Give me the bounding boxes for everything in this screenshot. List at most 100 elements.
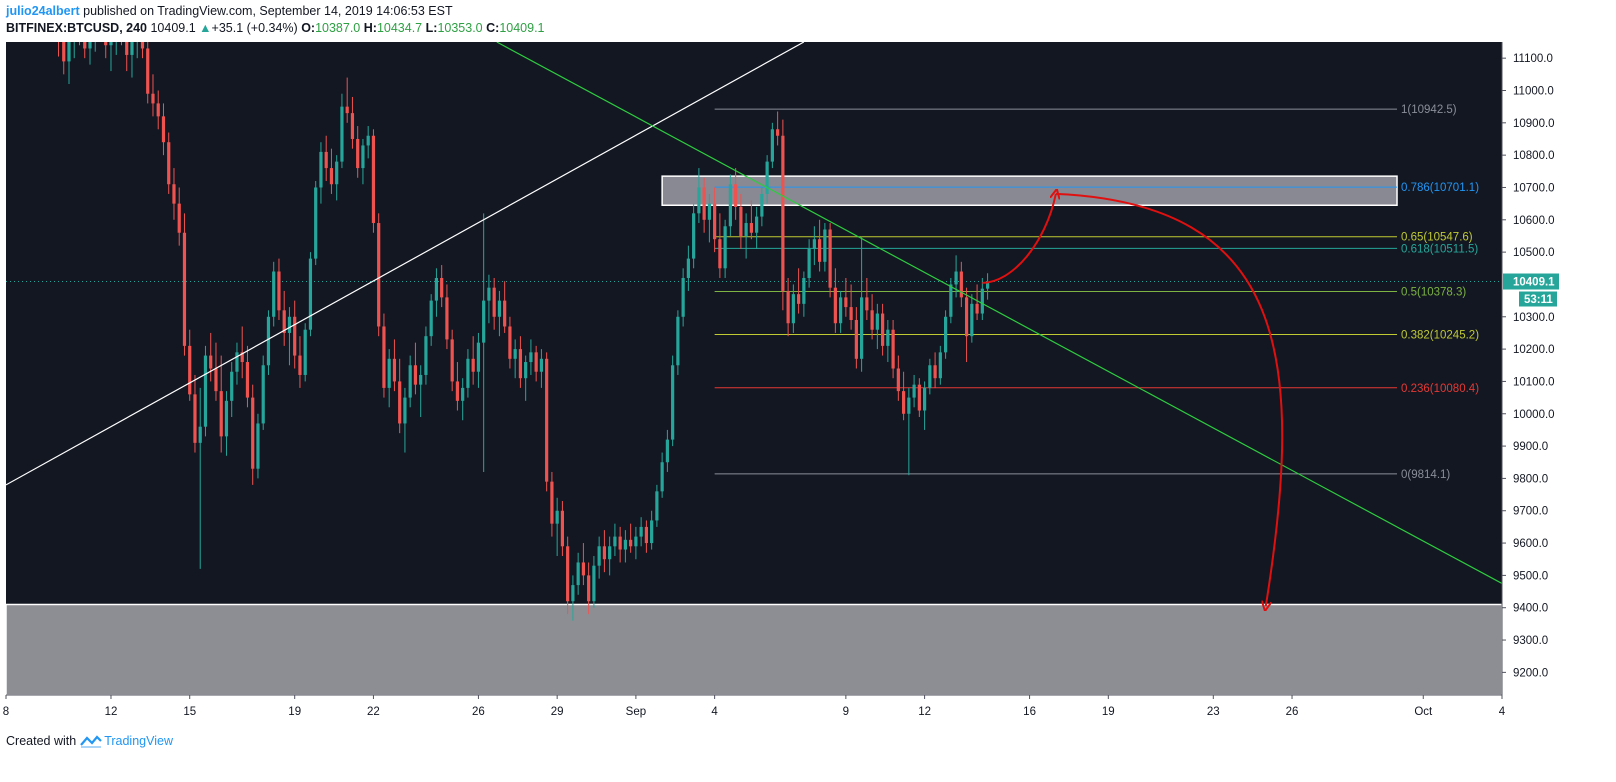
price-tick-label: 10200.0 (1513, 344, 1555, 356)
candle-body (293, 316, 297, 356)
high-value: 10434.7 (376, 21, 423, 35)
candle-body (188, 345, 192, 395)
candle-body (933, 365, 937, 379)
countdown-label: 53:11 (1524, 294, 1553, 306)
descending-green-trendline[interactable] (496, 42, 1502, 585)
candle-body (398, 381, 402, 424)
time-tick-label: 12 (918, 706, 931, 718)
candle-body (224, 400, 229, 437)
plot-area[interactable]: 1(10942.5) 0.786(10701.1) 0.65(10547.6)0.6… (6, 40, 1502, 695)
fib-level-label: 0.618(10511.5) (1401, 243, 1478, 255)
fib-level-label: 0(9814.1) (1401, 469, 1450, 481)
tradingview-logo-icon (80, 735, 102, 748)
candle-body (713, 203, 717, 240)
candle-body (881, 313, 885, 346)
candle-body (576, 562, 580, 586)
candle-body (193, 394, 197, 443)
candle-body (109, 42, 113, 46)
low-value: 10353.0 (437, 21, 483, 35)
candle-body (67, 42, 71, 62)
candle-body (230, 371, 234, 401)
last-price-tag-label: 10409.1 (1513, 277, 1555, 289)
ascending-white-trendline[interactable] (6, 42, 805, 486)
candle-body (219, 391, 223, 437)
price-tick-label: 9300.0 (1513, 635, 1548, 647)
candle-body (167, 142, 171, 185)
tradingview-link[interactable]: TradingView (104, 734, 173, 748)
candle-body (907, 397, 911, 414)
candle-body (335, 161, 339, 185)
high-label: H: (363, 21, 377, 35)
candle-body (240, 352, 244, 363)
projection-up-arrow[interactable] (982, 194, 1055, 284)
candle-body (487, 287, 491, 301)
candle-body (587, 575, 591, 602)
candle-body (350, 113, 355, 139)
candle-body (608, 546, 612, 560)
candle-body (634, 536, 638, 547)
candles (57, 42, 990, 621)
candle-body (896, 368, 900, 392)
time-tick-label: 8 (3, 706, 9, 718)
candle-body (151, 93, 155, 104)
price-axis[interactable]: 11100.0 11000.0 10900.0 10800.0 10700.0 10600… (1501, 42, 1559, 695)
price-tick-label: 10000.0 (1513, 409, 1555, 421)
price-chart[interactable]: 1(10942.5) 0.786(10701.1) 0.65(10547.6)0.6… (0, 40, 1616, 724)
candle-body (156, 103, 160, 117)
candle-body (314, 187, 318, 259)
candle-body (839, 297, 843, 324)
candle-body (214, 368, 218, 392)
candle-body (686, 258, 690, 278)
price-tick-label: 10800.0 (1513, 150, 1555, 162)
candle-body (429, 300, 433, 337)
candle-body (791, 294, 795, 324)
time-tick-label: 9 (843, 706, 849, 718)
candle-body (534, 352, 538, 372)
support-zone[interactable] (6, 603, 1502, 695)
candle-body (492, 287, 496, 317)
candle-body (671, 365, 675, 440)
candle-body (424, 336, 428, 375)
candle-body (83, 42, 87, 49)
candle-body (361, 145, 365, 169)
candle-body (660, 462, 664, 492)
candle-body (802, 277, 806, 304)
candle-body (529, 352, 533, 363)
candle-body (62, 42, 66, 62)
up-triangle-icon: ▲ (199, 21, 212, 35)
candle-body (912, 384, 916, 398)
candle-body (387, 358, 391, 388)
author-link[interactable]: julio24albert (6, 4, 80, 18)
candle-body (833, 287, 837, 324)
candle-body (618, 536, 622, 550)
candle-body (749, 223, 753, 233)
candle-body (870, 310, 874, 330)
candle-body (975, 303, 979, 314)
candle-body (665, 439, 669, 463)
time-axis[interactable]: 8 12 15 19 22 26 29 Sep 4 9 12 16 19 23 26 Oct 4 (3, 694, 1506, 718)
candle-body (844, 297, 848, 308)
candle-body (938, 352, 942, 379)
candle-body (161, 116, 166, 143)
fib-level-label: 0.382(10245.2) (1401, 329, 1479, 341)
candle-body (324, 151, 328, 169)
price-tick-label: 9500.0 (1513, 570, 1548, 582)
candle-body (566, 546, 570, 602)
projection-down-arrow[interactable] (1055, 192, 1284, 606)
time-tick-label: 4 (1499, 706, 1506, 718)
price-tick-label: 9900.0 (1513, 441, 1548, 453)
candle-body (812, 239, 816, 249)
last-price-tag (1503, 273, 1559, 290)
candle-body (371, 135, 376, 224)
candle-body (209, 355, 213, 369)
resistance-zone[interactable] (661, 175, 1398, 207)
candle-body (597, 546, 601, 566)
candle-body (592, 565, 596, 602)
price-tick-label: 9200.0 (1513, 667, 1548, 679)
close-label: C: (486, 21, 500, 35)
price-tick-label: 10100.0 (1513, 376, 1555, 388)
candle-body (545, 358, 549, 482)
candle-body (818, 239, 822, 262)
candle-body (366, 135, 370, 146)
time-tick-label: 4 (711, 706, 718, 718)
